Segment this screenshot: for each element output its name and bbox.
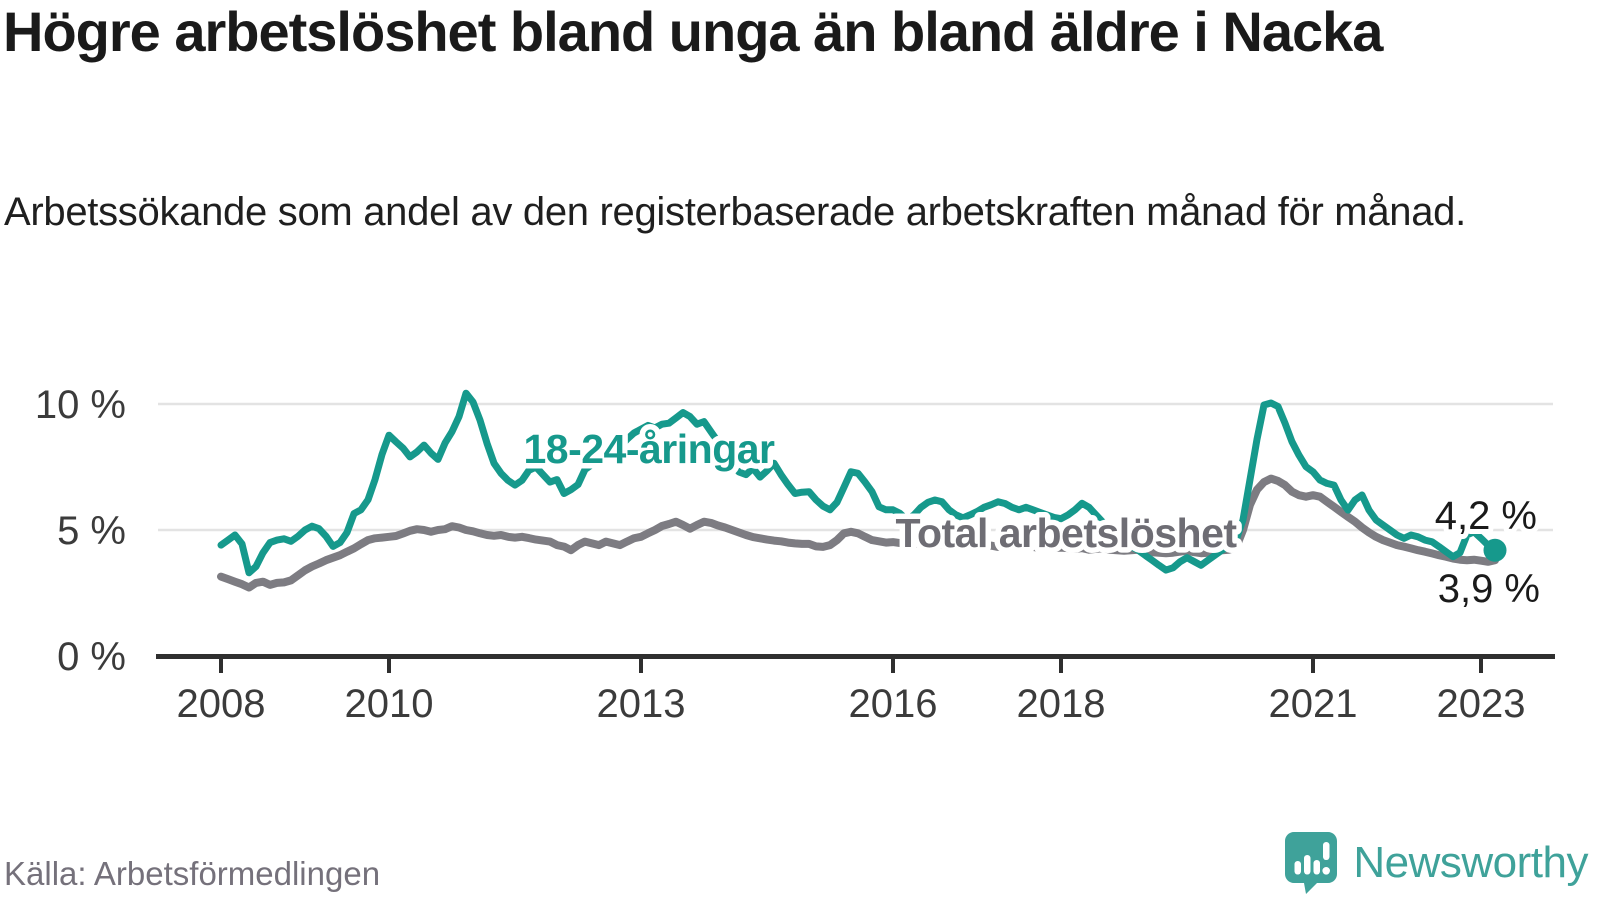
x-tick-label-2018: 2018 — [1017, 682, 1106, 726]
total-series-label: Total arbetslöshet — [895, 510, 1237, 556]
youth-end-value-label: 4,2 % — [1435, 494, 1537, 538]
x-tick-label-2023: 2023 — [1437, 682, 1526, 726]
youth-series-line — [217, 389, 1499, 577]
x-tick-label-2013: 2013 — [597, 682, 686, 726]
youth-series-label: 18-24-åringar — [523, 426, 775, 472]
axis-tick-labels: 0 % 5 % 10 % 2008 2010 2013 2016 2018 2021 2023 — [35, 383, 1526, 726]
x-tick-label-2016: 2016 — [849, 682, 938, 726]
y-tick-label-0: 0 % — [57, 635, 126, 679]
total-end-value-label: 3,9 % — [1438, 567, 1540, 611]
source-note: Källa: Arbetsförmedlingen — [4, 855, 381, 892]
y-tick-label-10: 10 % — [35, 383, 126, 427]
page-subtitle: Arbetssökande som andel av den registerb… — [4, 190, 1466, 234]
x-tick-label-2021: 2021 — [1269, 682, 1358, 726]
youth-series-end-dot — [1483, 538, 1507, 562]
y-tick-label-5: 5 % — [57, 509, 126, 553]
x-axis — [156, 654, 1555, 673]
newsworthy-logo: Newsworthy — [1284, 831, 1588, 895]
newsworthy-wordmark: Newsworthy — [1353, 838, 1588, 887]
x-tick-label-2008: 2008 — [177, 682, 266, 726]
x-tick-label-2010: 2010 — [345, 682, 434, 726]
series-lines — [217, 389, 1507, 592]
newsworthy-chart-speech-bubble-icon — [1285, 832, 1338, 894]
total-series-line — [217, 474, 1499, 592]
page-title: Högre arbetslöshet bland unga än bland ä… — [3, 0, 1383, 63]
